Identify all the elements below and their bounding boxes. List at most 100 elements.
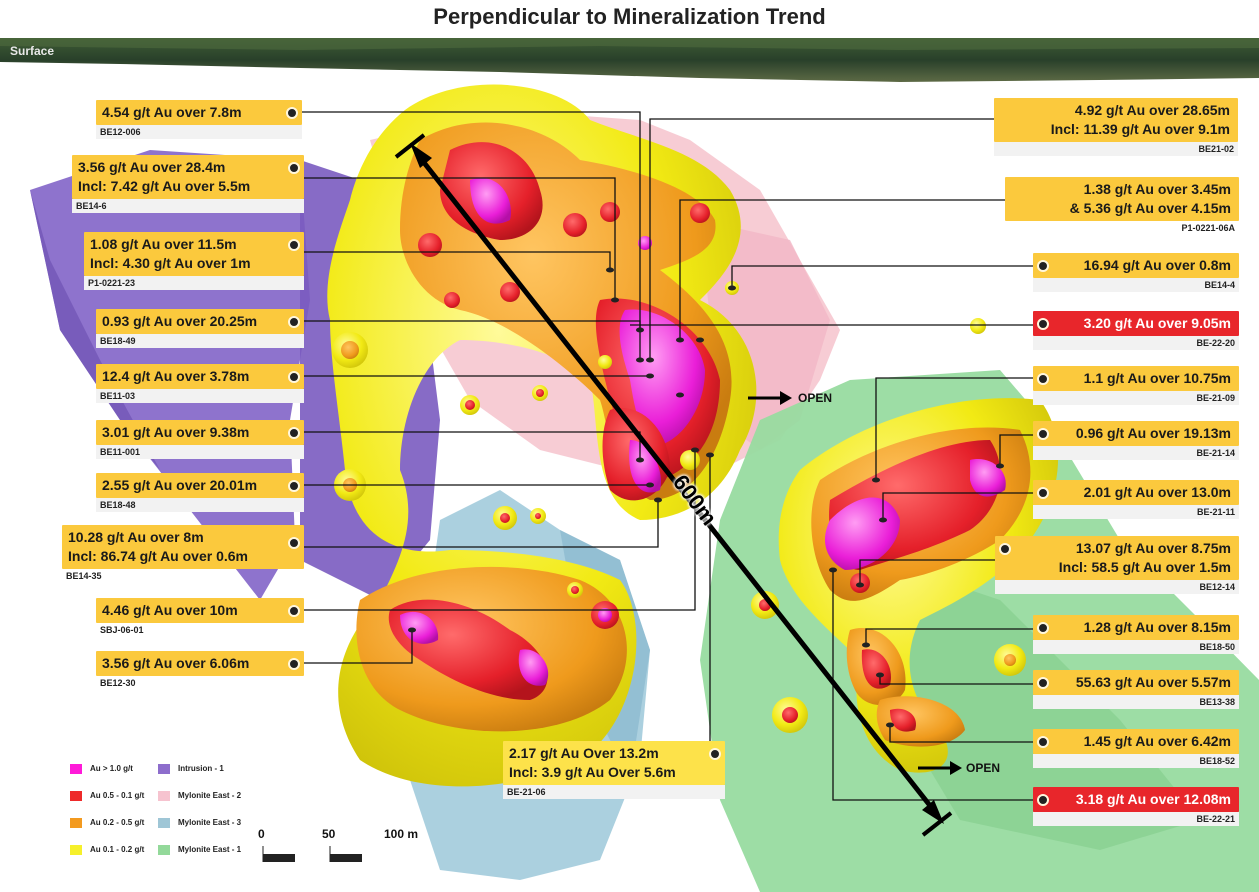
callout-line: 4.92 g/t Au over 28.65m bbox=[1074, 102, 1230, 118]
leader-BE14-4 bbox=[731, 265, 1035, 288]
callout-line: 55.63 g/t Au over 5.57m bbox=[1075, 674, 1231, 690]
callout-dot bbox=[1037, 317, 1049, 330]
callout-BE-22-21: 3.18 g/t Au over 12.08m BE-22-21 bbox=[1033, 787, 1239, 826]
callout-line: 4.54 g/t Au over 7.8m bbox=[102, 104, 242, 120]
callout-box: 3.20 g/t Au over 9.05m bbox=[1033, 311, 1239, 336]
callout-line: 0.96 g/t Au over 19.13m bbox=[1075, 425, 1231, 441]
hole-id: BE12-14 bbox=[995, 580, 1239, 594]
scale-tick-50: 50 bbox=[322, 827, 336, 841]
hole-id: BE-21-09 bbox=[1033, 391, 1239, 405]
callout-box: 2.55 g/t Au over 20.01m bbox=[96, 473, 304, 498]
hole-id: BE18-48 bbox=[96, 498, 304, 512]
callout-dot bbox=[288, 426, 300, 439]
callout-BE18-52: 1.45 g/t Au over 6.42m BE18-52 bbox=[1033, 729, 1239, 768]
hole-id: BE14-6 bbox=[72, 199, 304, 213]
callout-BE14-6: 3.56 g/t Au over 28.4m Incl: 7.42 g/t Au … bbox=[72, 155, 304, 213]
callout-line: 10.28 g/t Au over 8m bbox=[68, 529, 204, 545]
callout-box: 4.46 g/t Au over 10m bbox=[96, 598, 304, 623]
callout-line: 3.20 g/t Au over 9.05m bbox=[1083, 315, 1231, 331]
hole-id: BE-21-06 bbox=[503, 785, 725, 799]
callout-BE18-48: 2.55 g/t Au over 20.01m BE18-48 bbox=[96, 473, 304, 512]
callout-box: 12.4 g/t Au over 3.78m bbox=[96, 364, 304, 389]
callout-BE18-49: 0.93 g/t Au over 20.25m BE18-49 bbox=[96, 309, 304, 348]
callout-line: 3.56 g/t Au over 28.4m bbox=[78, 159, 226, 175]
legend-swatch bbox=[158, 791, 170, 801]
leader-BE18-50 bbox=[865, 628, 1035, 645]
callout-box: 3.56 g/t Au over 6.06m bbox=[96, 651, 304, 676]
legend-swatch bbox=[158, 764, 170, 774]
callout-dot bbox=[1037, 427, 1049, 440]
callout-line: 0.93 g/t Au over 20.25m bbox=[102, 313, 258, 329]
callout-SBJ-06-01: 4.46 g/t Au over 10m SBJ-06-01 bbox=[96, 598, 304, 637]
callout-dot bbox=[286, 106, 298, 119]
callout-line: 1.08 g/t Au over 11.5m bbox=[90, 236, 237, 252]
legend-swatch bbox=[70, 818, 82, 828]
legend-item: Au > 1.0 g/t bbox=[70, 764, 133, 774]
open-label-south: OPEN bbox=[966, 761, 1001, 775]
diagram-title: Perpendicular to Mineralization Trend bbox=[433, 4, 826, 29]
legend-swatch bbox=[70, 764, 82, 774]
callout-BE12-14: 13.07 g/t Au over 8.75m Incl: 58.5 g/t Au… bbox=[995, 536, 1239, 594]
legend-label: Intrusion - 1 bbox=[178, 764, 224, 774]
callout-BE-21-06: 2.17 g/t Au Over 13.2m Incl: 3.9 g/t Au O… bbox=[503, 741, 725, 799]
callout-line: 12.4 g/t Au over 3.78m bbox=[102, 368, 250, 384]
callout-box: 3.56 g/t Au over 28.4m Incl: 7.42 g/t Au … bbox=[72, 155, 304, 199]
hole-id: P1-0221-23 bbox=[84, 276, 304, 290]
callout-BE-21-09: 1.1 g/t Au over 10.75m BE-21-09 bbox=[1033, 366, 1239, 405]
scale-bar bbox=[262, 846, 362, 862]
legend-label: Mylonite East - 1 bbox=[178, 845, 242, 855]
hole-id: BE-21-14 bbox=[1033, 446, 1239, 460]
intercept-dots bbox=[408, 267, 1004, 728]
open-label-north: OPEN bbox=[798, 391, 833, 405]
callout-dot bbox=[288, 604, 300, 617]
legend-swatch bbox=[70, 845, 82, 855]
leader-BE12-14 bbox=[859, 559, 1005, 585]
legend-item: Au 0.5 - 0.1 g/t bbox=[70, 791, 144, 801]
callout-box: 1.08 g/t Au over 11.5m Incl: 4.30 g/t Au … bbox=[84, 232, 304, 276]
callout-BE18-50: 1.28 g/t Au over 8.15m BE18-50 bbox=[1033, 615, 1239, 654]
callout-line: 16.94 g/t Au over 0.8m bbox=[1083, 257, 1231, 273]
callout-dot bbox=[288, 479, 300, 492]
legend-item: Mylonite East - 2 bbox=[158, 791, 241, 801]
hole-id: BE-21-11 bbox=[1033, 505, 1239, 519]
surface-strip bbox=[0, 38, 1259, 82]
callout-line: 1.1 g/t Au over 10.75m bbox=[1083, 370, 1231, 386]
leader-BE18-49 bbox=[300, 320, 641, 360]
legend-swatch bbox=[158, 845, 170, 855]
hole-id: BE-22-21 bbox=[1033, 812, 1239, 826]
legend-swatch bbox=[158, 818, 170, 828]
legend-label: Au 0.5 - 0.1 g/t bbox=[90, 791, 145, 801]
grade-shells-east bbox=[778, 398, 1059, 773]
leader-BE-21-11 bbox=[882, 492, 1035, 520]
hole-id: BE12-30 bbox=[100, 678, 136, 688]
distance-arrow bbox=[394, 133, 953, 837]
leader-BE-21-09 bbox=[875, 377, 1035, 480]
callout-line: 3.56 g/t Au over 6.06m bbox=[102, 655, 250, 671]
callout-dot bbox=[288, 239, 300, 252]
callout-BE21-02: 4.92 g/t Au over 28.65m Incl: 11.39 g/t A… bbox=[994, 98, 1238, 156]
leader-BE21-02 bbox=[649, 118, 995, 360]
callout-line: Incl: 4.30 g/t Au over 1m bbox=[90, 255, 251, 271]
scale-tick-100: 100 m bbox=[384, 827, 419, 841]
surface-label: Surface bbox=[10, 44, 55, 58]
callout-dot bbox=[288, 657, 300, 670]
callout-dot bbox=[1037, 486, 1049, 499]
leader-P1-0221-23 bbox=[300, 251, 611, 270]
hole-id: BE12-006 bbox=[96, 125, 302, 139]
callout-line: 2.01 g/t Au over 13.0m bbox=[1083, 484, 1231, 500]
callout-BE14-4: 16.94 g/t Au over 0.8m BE14-4 bbox=[1033, 253, 1239, 292]
callout-dot bbox=[288, 370, 300, 383]
leader-BE18-52 bbox=[889, 725, 1035, 743]
callout-dot bbox=[1037, 621, 1049, 634]
callout-box: 13.07 g/t Au over 8.75m Incl: 58.5 g/t Au… bbox=[995, 536, 1239, 580]
legend-label: Mylonite East - 2 bbox=[178, 791, 242, 801]
callout-line: Incl: 7.42 g/t Au over 5.5m bbox=[78, 178, 251, 194]
hole-id: BE14-4 bbox=[1033, 278, 1239, 292]
callout-BE-22-20: 3.20 g/t Au over 9.05m BE-22-20 bbox=[1033, 311, 1239, 350]
callout-line: Incl: 86.74 g/t Au over 0.6m bbox=[68, 548, 248, 564]
legend-item: Intrusion - 1 bbox=[158, 764, 224, 774]
scale-tick-0: 0 bbox=[258, 827, 265, 841]
callout-dot bbox=[1037, 259, 1049, 272]
callout-dot bbox=[999, 543, 1011, 556]
callout-dot bbox=[288, 162, 300, 175]
